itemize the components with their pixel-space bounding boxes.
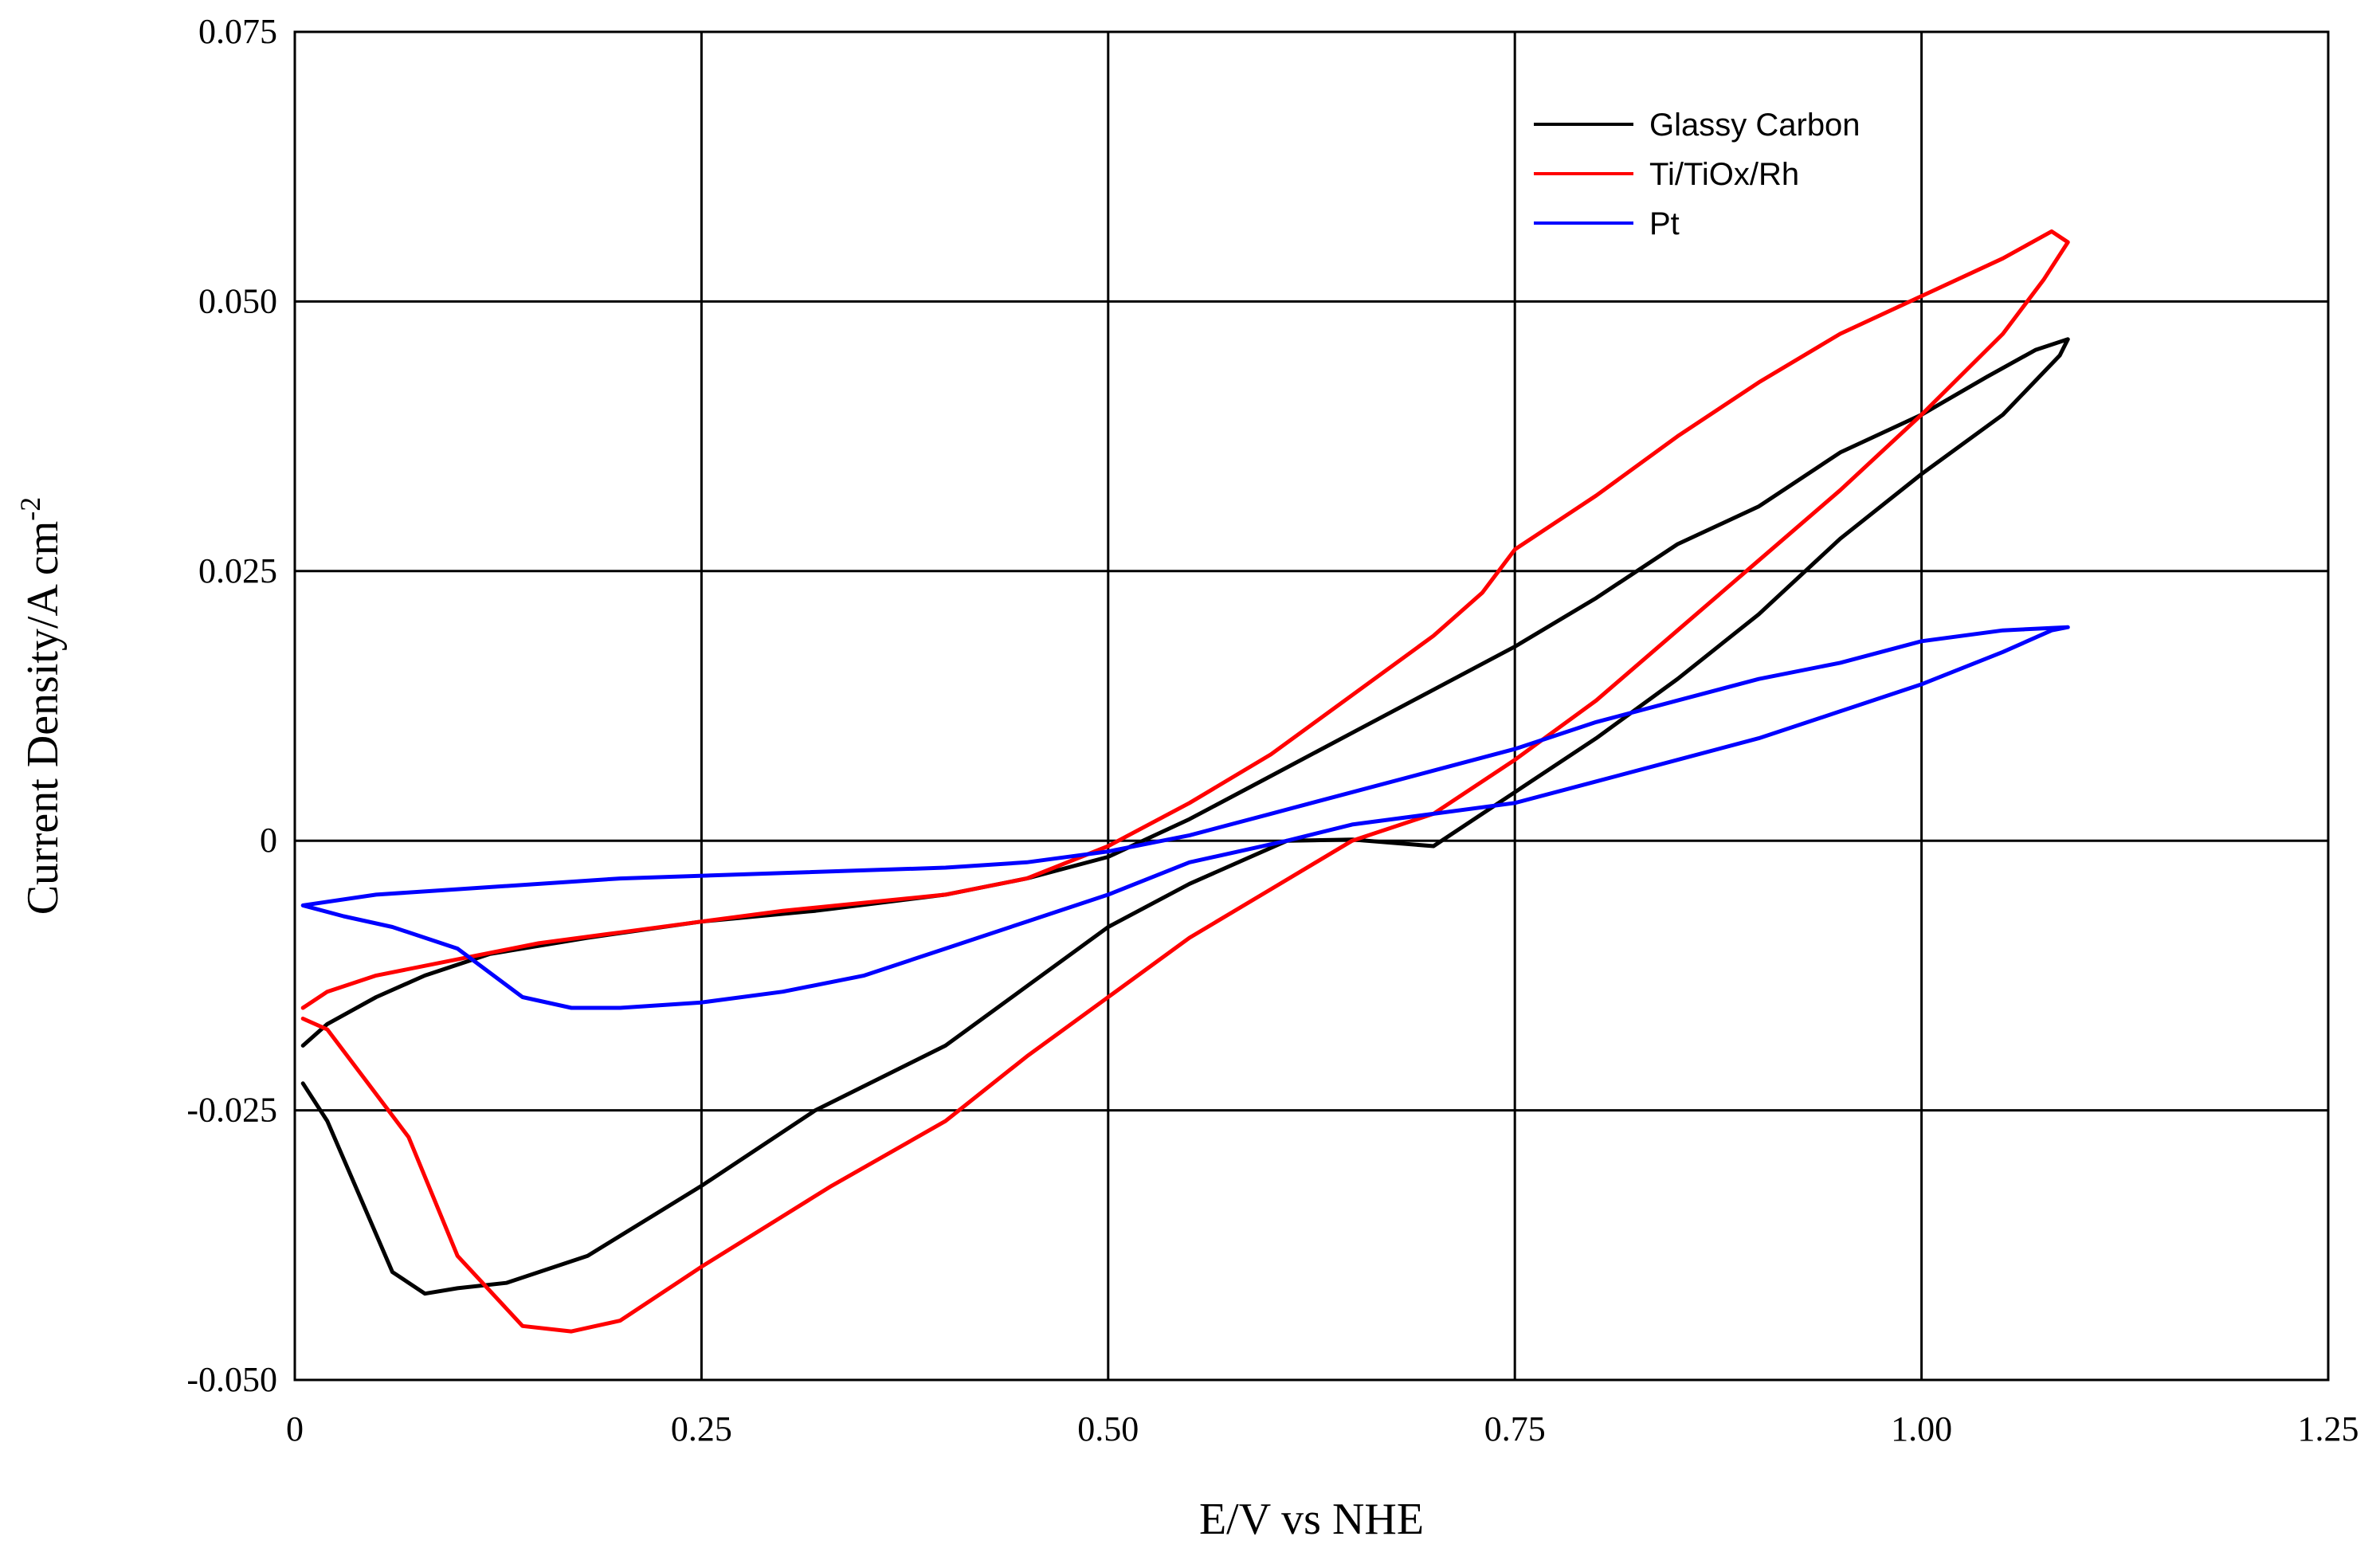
x-tick-label: 0.75 xyxy=(1484,1409,1546,1448)
legend: Glassy Carbon Ti/TiOx/Rh Pt xyxy=(1534,108,1860,241)
y-tick-label: -0.050 xyxy=(186,1360,277,1399)
legend-label: Ti/TiOx/Rh xyxy=(1649,157,1799,192)
y-tick-label: 0.050 xyxy=(198,281,277,320)
x-axis-title: E/V vs NHE xyxy=(1199,1495,1424,1544)
x-tick-label: 0.25 xyxy=(671,1409,732,1448)
y-axis-title: Current Density/A cm-2 xyxy=(14,497,68,915)
series-line-pt xyxy=(300,625,2070,1010)
y-axis-title-superscript: -2 xyxy=(14,497,46,521)
series-line-ti-tiox-rh xyxy=(300,229,2070,1334)
x-tick-label: 0 xyxy=(286,1409,304,1448)
x-axis-ticks: 0 0.25 0.50 0.75 1.00 1.25 xyxy=(286,1409,2359,1448)
y-tick-label: 0.075 xyxy=(198,12,277,51)
y-tick-label: 0.025 xyxy=(198,551,277,590)
x-tick-label: 0.50 xyxy=(1077,1409,1139,1448)
x-tick-label: 1.00 xyxy=(1891,1409,1952,1448)
plot-area-frame xyxy=(293,30,2330,1382)
y-axis-title-main: Current Density/A cm xyxy=(18,521,68,915)
series-lines xyxy=(300,229,2070,1334)
x-tick-label: 1.25 xyxy=(2298,1409,2359,1448)
legend-label: Glassy Carbon xyxy=(1649,108,1860,143)
legend-label: Pt xyxy=(1649,206,1680,241)
y-axis-ticks: -0.050 -0.025 0 0.025 0.050 0.075 xyxy=(186,12,277,1399)
y-tick-label: 0 xyxy=(260,821,277,860)
y-tick-label: -0.025 xyxy=(186,1091,277,1130)
